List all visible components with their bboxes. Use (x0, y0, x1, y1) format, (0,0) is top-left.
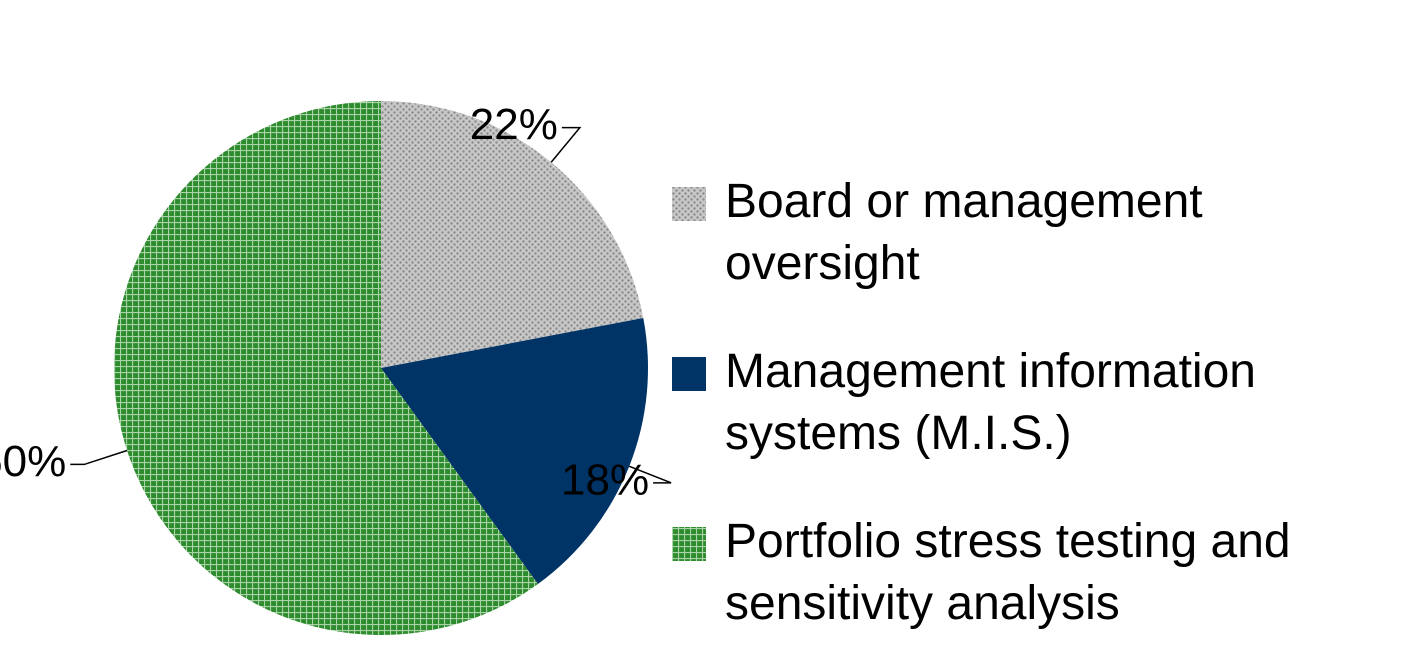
legend-label: Management information systems (M.I.S.) (725, 345, 1256, 460)
legend-label: Board or management oversight (725, 175, 1203, 290)
pie-slice (381, 317, 648, 585)
legend-swatch (672, 187, 706, 221)
legend-swatch (672, 527, 706, 561)
pie-slice (113, 100, 538, 635)
leader-line (550, 126, 582, 163)
legend-swatch (672, 357, 706, 391)
leader-line (628, 465, 672, 484)
data-label: 22% (470, 100, 558, 149)
legend-label: Portfolio stress testing and sensitivity … (725, 515, 1291, 630)
pie-slice (381, 101, 644, 368)
leader-line (70, 449, 128, 466)
data-label: 60% (0, 437, 66, 486)
data-label: 18% (561, 455, 649, 504)
